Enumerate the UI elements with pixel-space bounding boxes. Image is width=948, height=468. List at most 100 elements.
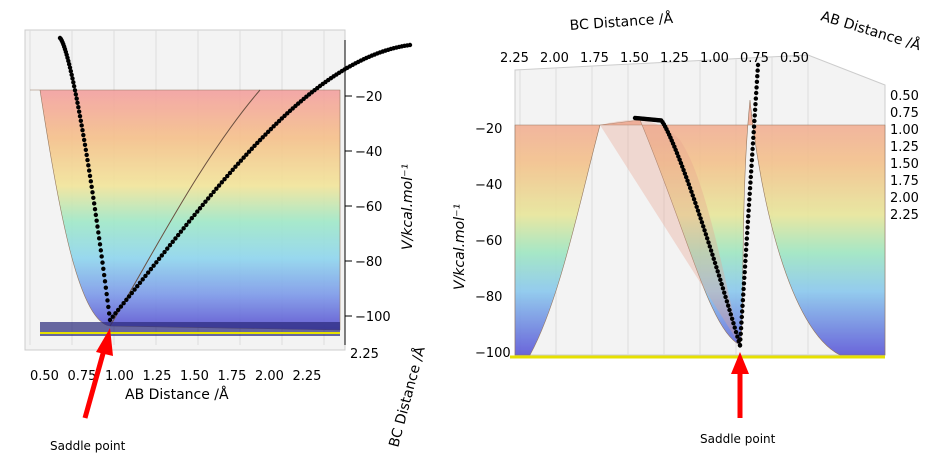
trajectory-point [102,279,108,284]
trajectory-point [241,155,246,160]
trajectory-point [707,244,713,249]
trajectory-point [257,137,263,143]
right-plot: −20 −40 −60 −80 −100 2.25 2.00 1.75 1.50 1.25 1.0… [452,8,923,361]
right-x-label: BC Distance /Å [569,10,674,34]
trajectory-point [693,200,698,206]
trajectory-point [98,248,104,253]
trajectory-point [747,186,753,191]
trajectory-point [687,185,693,191]
trajectory-point [87,173,93,179]
trajectory-point [677,157,682,162]
left-trajectory [57,35,413,323]
right-z-tick: −40 [475,178,502,193]
trajectory-point [216,183,222,188]
trajectory-point [70,76,75,81]
left-z-tick: −60 [355,200,382,215]
right-saddle-label: Saddle point [700,432,776,446]
trajectory-point [754,90,759,96]
trajectory-point [154,260,159,265]
trajectory-point [755,62,761,68]
trajectory-point [105,298,110,303]
right-y-tick: 1.00 [890,123,919,138]
right-x-tick: 2.00 [540,51,569,66]
trajectory-point [74,96,79,101]
trajectory-point [167,243,173,248]
trajectory-point [710,252,715,257]
trajectory-point [733,329,739,335]
trajectory-point [681,167,686,173]
trajectory-point [725,303,731,308]
trajectory-point [745,219,751,224]
left-x-tick: 1.50 [180,369,209,384]
left-x-label: AB Distance /Å [125,386,229,403]
trajectory-point [101,272,107,278]
right-surface-hill [600,120,740,345]
trajectory-point [222,176,227,182]
trajectory-point [743,258,748,264]
trajectory-point [73,92,79,97]
trajectory-point [244,152,249,157]
right-x-tick: 1.00 [700,51,729,66]
trajectory-point [148,266,154,272]
left-plot: −20 −40 −60 −80 −100 0.50 0.75 1.00 1.25 1.50 1.7… [24,29,429,449]
trajectory-point [233,164,238,169]
trajectory-point [701,224,706,229]
trajectory-point [718,277,723,283]
trajectory-point [77,113,83,119]
trajectory-point [744,236,750,241]
trajectory-point [137,280,143,285]
trajectory-point [727,307,732,313]
left-arrow-head [96,328,113,356]
right-y-tick: 1.50 [890,157,919,172]
trajectory-point [708,248,714,253]
trajectory-point [689,189,694,194]
trajectory-point [714,264,719,270]
trajectory-point [260,135,265,140]
trajectory-point [746,214,751,219]
right-y-tick: 0.50 [890,89,919,104]
trajectory-point [178,229,184,234]
trajectory-point [86,163,91,168]
trajectory-point [151,263,156,268]
trajectory-point [85,157,90,163]
left-x-tick: 0.75 [68,369,97,384]
trajectory-point [88,179,94,184]
trajectory-point [83,147,89,153]
trajectory-point [750,146,755,152]
trajectory-point [246,149,252,154]
trajectory-point [751,130,756,135]
trajectory-point [67,65,73,70]
trajectory-point [407,42,413,48]
trajectory-point [723,294,728,300]
trajectory-point [71,84,77,89]
trajectory-point [276,118,282,124]
trajectory-point [739,320,744,325]
trajectory-point [744,242,749,247]
trajectory-point [156,256,162,262]
trajectory-point [754,85,759,90]
trajectory-point [159,253,165,258]
left-x-tick: 2.00 [255,369,284,384]
left-z-tick: −40 [355,145,382,160]
right-y-tick: 1.75 [890,174,919,189]
left-x-tick: 1.00 [105,369,134,384]
trajectory-point [741,286,746,292]
trajectory-point [126,294,132,299]
right-x-tick: 1.75 [580,51,609,66]
trajectory-point [732,325,737,330]
trajectory-point [751,135,756,140]
trajectory-point [745,225,750,230]
trajectory-point [706,240,711,245]
trajectory-point [106,311,112,316]
trajectory-point [140,277,145,282]
trajectory-point [740,298,746,303]
trajectory-point [711,256,716,262]
trajectory-point [175,232,181,238]
trajectory-point [91,201,97,206]
trajectory-point [165,246,170,251]
trajectory-point [118,304,124,309]
trajectory-point [722,290,727,295]
trajectory-point [110,314,115,319]
trajectory-point [746,202,752,208]
trajectory-point [752,113,757,118]
